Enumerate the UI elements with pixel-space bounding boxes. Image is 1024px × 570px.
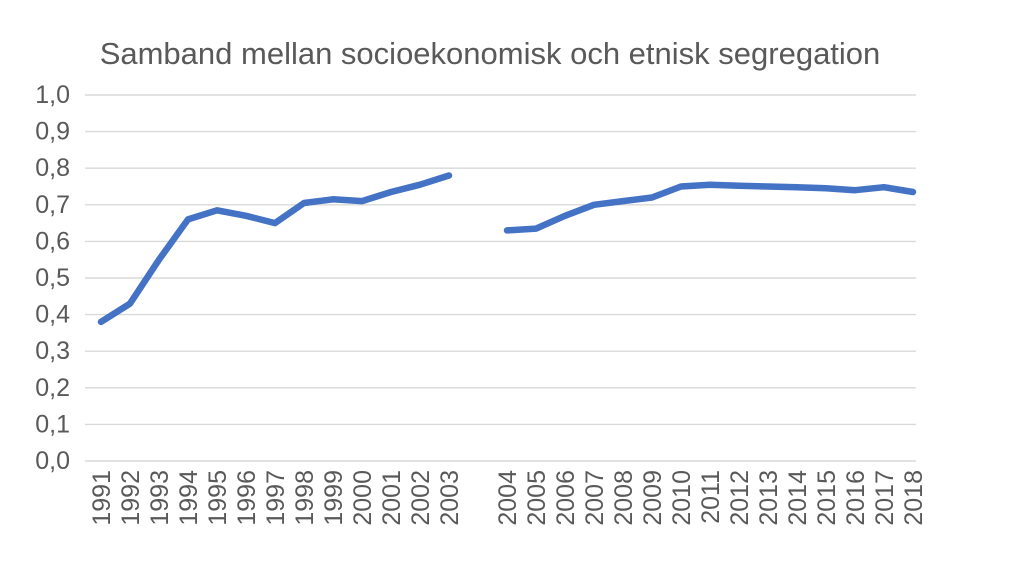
x-tick-label: 1998 [291, 470, 319, 526]
x-tick-label: 2016 [842, 470, 870, 526]
x-tick-label: 1997 [262, 470, 290, 526]
y-tick-label: 0,1 [35, 410, 70, 438]
x-tick-label: 2000 [349, 470, 377, 526]
x-tick-label: 2009 [639, 470, 667, 526]
x-tick-label: 1995 [204, 470, 232, 526]
x-tick-label: 2012 [726, 470, 754, 526]
x-tick-label: 2001 [378, 470, 406, 526]
x-tick-label: 2018 [900, 470, 928, 526]
x-tick-label: 2017 [871, 470, 899, 526]
y-tick-label: 0,0 [35, 447, 70, 475]
x-tick-label: 2002 [407, 470, 435, 526]
y-tick-label: 0,7 [35, 191, 70, 219]
x-tick-label: 2006 [552, 470, 580, 526]
data-line-segment [97, 172, 453, 326]
y-tick-label: 0,4 [35, 301, 70, 329]
x-tick-label: 1996 [233, 470, 261, 526]
x-tick-label: 2010 [668, 470, 696, 526]
x-tick-label: 1992 [117, 470, 145, 526]
x-tick-label: 2014 [784, 470, 812, 526]
y-tick-label: 0,6 [35, 227, 70, 255]
y-tick-label: 0,8 [35, 154, 70, 182]
x-tick-label: 2007 [581, 470, 609, 526]
x-tick-label: 2003 [436, 470, 464, 526]
y-tick-label: 0,5 [35, 264, 70, 292]
x-tick-label: 2008 [610, 470, 638, 526]
data-line-segment [503, 181, 917, 234]
chart-title: Samband mellan socioekonomisk och etnisk… [99, 36, 881, 71]
x-tick-label: 2013 [755, 470, 783, 526]
x-tick-label: 1999 [320, 470, 348, 526]
y-tick-label: 0,2 [35, 374, 70, 402]
x-tick-label: 2015 [813, 470, 841, 526]
x-tick-label: 1994 [175, 470, 203, 526]
x-tick-label: 2005 [523, 470, 551, 526]
x-tick-label: 1993 [146, 470, 174, 526]
y-tick-label: 1,0 [35, 81, 70, 109]
x-tick-label: 2004 [494, 470, 522, 526]
x-tick-label: 2011 [697, 470, 725, 524]
y-tick-label: 0,3 [35, 337, 70, 365]
x-tick-label: 1991 [88, 470, 116, 526]
y-tick-label: 0,9 [35, 118, 70, 146]
